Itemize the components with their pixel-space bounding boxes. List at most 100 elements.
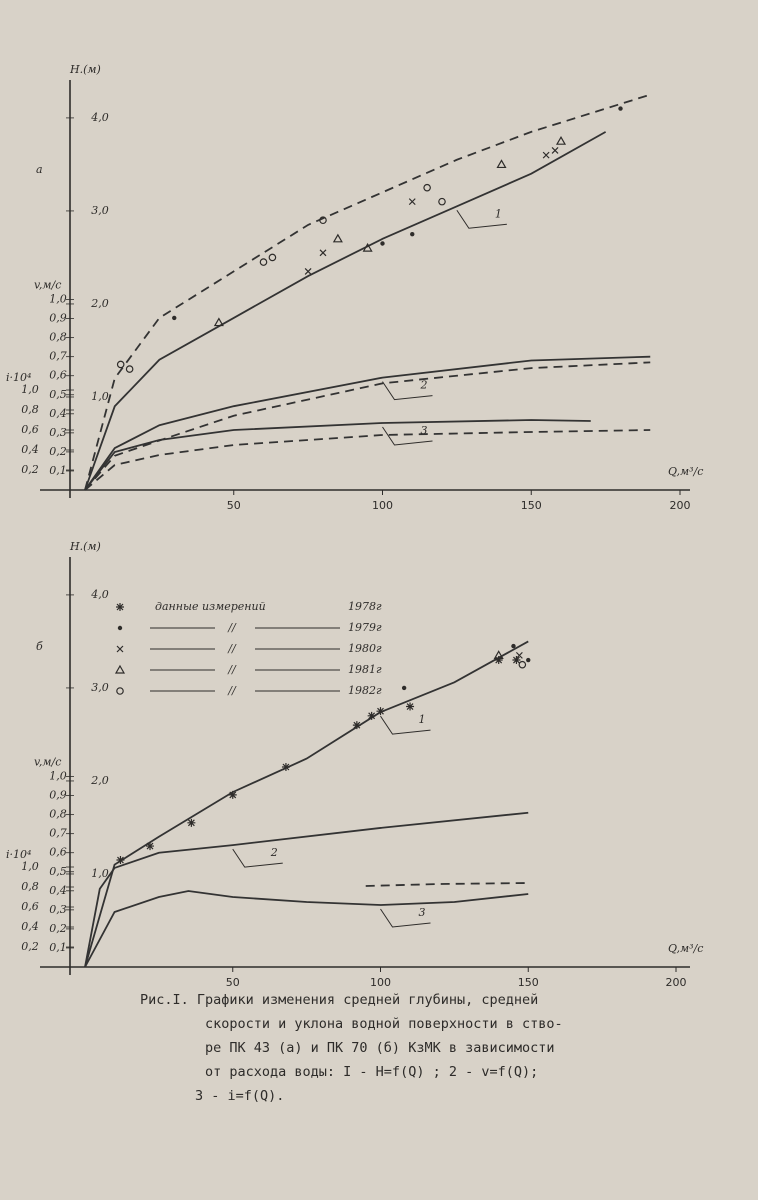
x-tick-label: 200 <box>666 976 687 989</box>
point <box>259 258 268 266</box>
y-tick-label: 0,8 <box>21 880 39 893</box>
point <box>172 315 177 321</box>
x-tick-label: 150 <box>518 976 539 989</box>
y-tick-label: 0,4 <box>21 443 39 456</box>
leader-line <box>380 908 431 928</box>
y-tick-label: 0,8 <box>49 331 67 344</box>
point <box>352 721 361 730</box>
y-tick-label: 0,8 <box>49 808 67 821</box>
legend-ditto: // <box>227 642 237 655</box>
curve-label: 2 <box>420 379 428 392</box>
y-axis-label: H.(м) <box>69 63 101 76</box>
caption-line: скорости и уклона водной поверхности в с… <box>205 1016 563 1032</box>
point <box>618 106 623 111</box>
point <box>116 856 125 865</box>
point <box>116 603 124 611</box>
y-tick-label: 4,0 <box>90 588 109 601</box>
y-tick-label: 0,6 <box>21 900 39 913</box>
point <box>319 249 327 257</box>
y-tick-label: 0,3 <box>49 903 67 916</box>
point <box>380 241 385 246</box>
legend-label: 1982г <box>348 684 382 697</box>
y-axis-label: H.(м) <box>69 540 101 553</box>
y-tick-label: 0,6 <box>49 369 67 382</box>
point <box>268 253 277 262</box>
curve-label: 2 <box>270 846 278 859</box>
leader-line <box>456 210 507 229</box>
point <box>401 685 407 691</box>
y-tick-label: 1,0 <box>49 770 67 783</box>
x-tick-label: 150 <box>521 499 542 512</box>
y2-axis-label: v,м/с <box>34 756 61 769</box>
point <box>515 651 523 659</box>
panel-letter: а <box>36 163 43 176</box>
y-tick-label: 0,5 <box>49 865 67 878</box>
curve-label: 1 <box>495 207 502 220</box>
x-axis-label: Q,м³/с <box>668 942 703 955</box>
point <box>408 198 416 206</box>
curve-label: 3 <box>419 906 426 919</box>
legend-label: 1979г <box>348 621 382 634</box>
y-tick-label: 4,0 <box>90 111 109 124</box>
point <box>367 711 376 720</box>
y-tick-label: 2,0 <box>90 774 109 787</box>
y-tick-label: 0,2 <box>49 445 67 458</box>
y-tick-label: 3,0 <box>91 681 109 694</box>
point <box>125 365 134 373</box>
y-tick-label: 0,2 <box>21 940 39 953</box>
curve <box>84 131 607 491</box>
y-tick-label: 0,7 <box>49 350 67 363</box>
y-tick-label: 1,0 <box>21 383 39 396</box>
x-tick-label: 100 <box>372 499 393 512</box>
caption-line: ре ПК 43 (а) и ПК 70 (б) КзМК в зависимо… <box>205 1040 555 1056</box>
legend-label: 1978г <box>348 600 382 613</box>
y-tick-label: 0,6 <box>21 423 39 436</box>
point <box>496 159 507 169</box>
point <box>213 317 224 327</box>
caption-line: от расхода воды: I - H=f(Q) ; 2 - v=f(Q)… <box>205 1064 538 1080</box>
y-tick-label: 0,4 <box>21 920 39 933</box>
caption-line: Рис.I. Графики изменения средней глубины… <box>140 992 538 1008</box>
point <box>410 231 415 237</box>
y-tick-label: 0,3 <box>49 426 67 439</box>
curve <box>84 811 529 968</box>
curve <box>84 355 651 491</box>
curve <box>84 93 651 491</box>
y-tick-label: 0,4 <box>49 407 67 420</box>
y-tick-label: 0,2 <box>21 463 39 476</box>
point <box>518 660 527 669</box>
y-tick-label: 0,2 <box>49 922 67 935</box>
point <box>376 707 385 716</box>
y-tick-label: 0,5 <box>49 388 67 401</box>
y-tick-label: 0,4 <box>49 884 67 897</box>
point <box>362 242 373 252</box>
legend-title: данные измерений <box>155 600 266 613</box>
point <box>511 643 516 649</box>
point <box>187 818 196 827</box>
point <box>117 625 123 631</box>
point <box>551 147 559 154</box>
point <box>494 656 503 665</box>
x-tick-label: 100 <box>370 976 391 989</box>
point <box>116 360 125 369</box>
curve <box>84 419 591 491</box>
y-tick-label: 1,0 <box>91 390 109 403</box>
point <box>542 151 550 159</box>
x-tick-label: 50 <box>226 976 240 989</box>
y-tick-label: 3,0 <box>91 204 109 217</box>
leader-line <box>380 715 431 735</box>
legend-label: 1980г <box>348 642 382 655</box>
y-tick-label: 0,1 <box>49 941 67 954</box>
y-tick-label: 1,0 <box>49 293 67 306</box>
point <box>114 664 126 674</box>
point <box>281 763 290 771</box>
curve <box>365 882 529 887</box>
y-tick-label: 2,0 <box>90 297 109 310</box>
legend-ditto: // <box>227 621 237 634</box>
y-tick-label: 1,0 <box>91 867 109 880</box>
point <box>406 702 415 711</box>
curve <box>84 890 529 968</box>
point <box>319 216 327 225</box>
point <box>493 650 504 659</box>
